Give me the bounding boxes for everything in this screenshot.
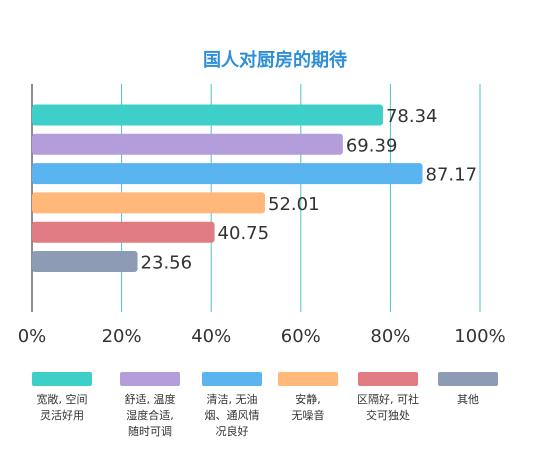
legend: 宽敞, 空间 灵活好用 舒适, 温度 湿度合适, 随时可调 清洁, 无油 烟、通风情… [22,372,498,452]
bar-value-label: 69.39 [346,135,398,156]
bar-value-label: 78.34 [386,106,438,127]
x-tick-label: 40% [191,326,231,347]
bar [32,163,423,185]
x-tick-label: 80% [370,326,410,347]
legend-label: 宽敞, 空间 灵活好用 [36,393,88,422]
legend-item: 区隔好, 可社 交可独处 [348,372,428,424]
bar [32,192,266,214]
x-tick-label: 100% [454,326,505,347]
legend-item: 宽敞, 空间 灵活好用 [22,372,102,424]
legend-item: 清洁, 无油 烟、通风情 况良好 [192,372,272,440]
legend-swatch [32,372,92,386]
bar-value-label: 23.56 [141,253,193,274]
legend-label: 清洁, 无油 烟、通风情 况良好 [204,393,260,438]
x-axis-ticks: 0% 20% 40% 60% 80% 100% [18,326,506,347]
legend-swatch [202,372,262,386]
legend-swatch [438,372,498,386]
legend-swatch [358,372,418,386]
bar-value-label: 40.75 [218,223,270,244]
legend-label: 区隔好, 可社 交可独处 [357,393,419,422]
bar-value-label: 52.01 [268,194,320,215]
legend-label: 舒适, 温度 湿度合适, 随时可调 [124,393,176,438]
legend-item: 舒适, 温度 湿度合适, 随时可调 [110,372,190,440]
bars [32,104,423,272]
value-labels: 78.34 69.39 87.17 52.01 40.75 23.56 [141,106,478,274]
bar-chart: 78.34 69.39 87.17 52.01 40.75 23.56 0% 20% 40% 6… [18,84,506,347]
legend-item: 安静, 无噪音 [268,372,348,424]
chart-title: 国人对厨房的期待 [203,50,347,71]
bar [32,104,383,126]
bar [32,133,343,155]
legend-label: 其他 [457,393,479,406]
legend-item: 其他 [428,372,508,408]
legend-label: 安静, 无噪音 [291,393,325,422]
x-tick-label: 60% [281,326,321,347]
bar [32,251,138,272]
x-tick-label: 20% [102,326,142,347]
x-tick-label: 0% [18,326,47,347]
bar-value-label: 87.17 [426,165,478,186]
bar [32,221,215,243]
legend-swatch [278,372,338,386]
legend-swatch [120,372,180,386]
